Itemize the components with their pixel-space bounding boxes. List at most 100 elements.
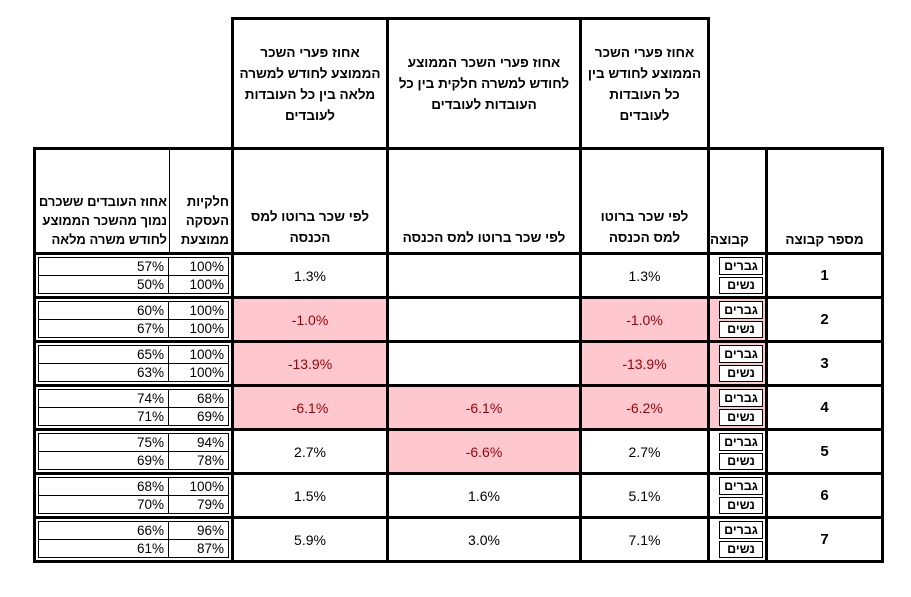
pct-below-avg-men-cell: 75% <box>39 434 168 451</box>
left-values-cell: 60% 100% 67% 100% <box>36 299 231 340</box>
parttime-men-cell: 68% <box>169 390 228 407</box>
gap-partial-position-cell <box>389 299 579 340</box>
group-number-cell: 3 <box>768 343 881 384</box>
subheader-gross-full: לפי שכר ברוטו למס הכנסה <box>234 150 386 252</box>
left-values-cell: 65% 100% 63% 100% <box>36 343 231 384</box>
left-values-grid: 75% 94% 69% 78% <box>38 433 229 470</box>
pct-below-avg-men-cell: 65% <box>39 346 168 363</box>
wage-gap-table: אחוז פערי השכר הממוצע לחודש למשרה מלאה ב… <box>33 17 884 563</box>
left-values-cell: 57% 100% 50% 100% <box>36 255 231 296</box>
subheader-gross-partial: לפי שכר ברוטו למס הכנסה <box>389 150 579 252</box>
gap-full-position-cell: -13.9% <box>234 343 386 384</box>
gender-labels-cell: גברים נשים <box>710 343 765 384</box>
gender-labels-cell: גברים נשים <box>710 431 765 472</box>
header-gap-full-title: אחוז פערי השכר הממוצע לחודש למשרה מלאה ב… <box>234 20 386 147</box>
gender-labels-cell: גברים נשים <box>710 299 765 340</box>
gap-partial-position-cell: 3.0% <box>389 519 579 560</box>
gap-full-position-cell: -6.1% <box>234 387 386 428</box>
gap-all-workers-cell: 7.1% <box>582 519 707 560</box>
gap-all-workers-cell: 1.3% <box>582 255 707 296</box>
header-gap-all-title: אחוז פערי השכר הממוצע לחודש בין כל העובד… <box>582 20 707 147</box>
subheader-gross-partial-text: לפי שכר ברוטו למס הכנסה <box>402 230 566 245</box>
group-row: 66% 96% 61% 87% 5.9% 3.0% 7.1% גברים נשי… <box>36 519 881 560</box>
gender-labels-cell: גברים נשים <box>710 255 765 296</box>
group-row: 74% 68% 71% 69% -6.1% -6.1% -6.2% גברים … <box>36 387 881 428</box>
pct-below-avg-men-cell: 68% <box>39 478 168 495</box>
pct-below-avg-men-cell: 60% <box>39 302 168 319</box>
gender-labels-cell: גברים נשים <box>710 475 765 516</box>
pct-below-avg-men-cell: 74% <box>39 390 168 407</box>
group-row: 65% 100% 63% 100% -13.9% -13.9% גברים נש… <box>36 343 881 384</box>
header-avg-parttime: חלקיות העסקה ממוצעת <box>180 194 229 247</box>
women-label: נשים <box>719 364 763 382</box>
gender-labels-cell: גברים נשים <box>710 387 765 428</box>
gap-full-position-cell: 1.5% <box>234 475 386 516</box>
men-label: גברים <box>719 433 763 451</box>
parttime-women-cell: 100% <box>169 276 228 293</box>
parttime-men-cell: 100% <box>169 478 228 495</box>
pct-below-avg-women-cell: 67% <box>39 320 168 337</box>
left-values-grid: 60% 100% 67% 100% <box>38 301 229 338</box>
men-label: גברים <box>719 389 763 407</box>
gap-headers-row: אחוז פערי השכר הממוצע לחודש למשרה מלאה ב… <box>231 17 710 147</box>
parttime-men-cell: 94% <box>169 434 228 451</box>
gap-full-position-cell: 5.9% <box>234 519 386 560</box>
group-row: 75% 94% 69% 78% 2.7% -6.6% 2.7% גברים נש… <box>36 431 881 472</box>
header-gap-partial-title: אחוז פערי השכר הממוצע לחודש למשרה חלקית … <box>389 20 579 147</box>
group-number-cell: 2 <box>768 299 881 340</box>
parttime-women-cell: 100% <box>169 320 228 337</box>
gap-full-position-cell: -1.0% <box>234 299 386 340</box>
left-values-grid: 65% 100% 63% 100% <box>38 345 229 382</box>
gender-labels-cell: גברים נשים <box>710 519 765 560</box>
subheader-gross-all: לפי שכר ברוטו למס הכנסה <box>582 150 707 252</box>
women-label: נשים <box>719 276 763 294</box>
pct-below-avg-women-cell: 63% <box>39 364 168 381</box>
left-values-grid: 66% 96% 61% 87% <box>38 521 229 558</box>
group-number-cell: 4 <box>768 387 881 428</box>
pct-below-avg-women-cell: 70% <box>39 496 168 513</box>
pct-below-avg-men-cell: 66% <box>39 522 168 539</box>
gap-full-position-cell: 1.3% <box>234 255 386 296</box>
women-label: נשים <box>719 320 763 338</box>
women-label: נשים <box>719 496 763 514</box>
parttime-women-cell: 87% <box>169 540 228 557</box>
men-label: גברים <box>719 345 763 363</box>
group-number-cell: 6 <box>768 475 881 516</box>
gap-partial-position-cell: -6.1% <box>389 387 579 428</box>
women-label: נשים <box>719 540 763 558</box>
gap-all-workers-cell: -6.2% <box>582 387 707 428</box>
group-row: 60% 100% 67% 100% -1.0% -1.0% גברים נשים… <box>36 299 881 340</box>
gap-full-position-cell: 2.7% <box>234 431 386 472</box>
gap-all-workers-cell: -1.0% <box>582 299 707 340</box>
gap-partial-position-cell <box>389 343 579 384</box>
pct-below-avg-women-cell: 61% <box>39 540 168 557</box>
left-values-cell: 75% 94% 69% 78% <box>36 431 231 472</box>
parttime-women-cell: 100% <box>169 364 228 381</box>
group-number-cell: 7 <box>768 519 881 560</box>
pct-below-avg-women-cell: 69% <box>39 452 168 469</box>
gap-all-workers-cell: 2.7% <box>582 431 707 472</box>
gap-partial-position-cell: -6.6% <box>389 431 579 472</box>
gap-partial-position-cell: 1.6% <box>389 475 579 516</box>
parttime-women-cell: 69% <box>169 408 228 425</box>
parttime-men-cell: 100% <box>169 302 228 319</box>
header-pct-below-avg: אחוז העובדים ששכרם נמוך מהשכר הממוצע לחו… <box>36 150 170 252</box>
left-values-cell: 74% 68% 71% 69% <box>36 387 231 428</box>
table-body: אחוז העובדים ששכרם נמוך מהשכר הממוצע לחו… <box>33 147 884 563</box>
men-label: גברים <box>719 257 763 275</box>
left-headers-cell: אחוז העובדים ששכרם נמוך מהשכר הממוצע לחו… <box>36 150 231 252</box>
sub-headers-row: אחוז העובדים ששכרם נמוך מהשכר הממוצע לחו… <box>36 150 881 252</box>
left-values-cell: 66% 96% 61% 87% <box>36 519 231 560</box>
parttime-men-cell: 96% <box>169 522 228 539</box>
parttime-men-cell: 100% <box>169 346 228 363</box>
parttime-women-cell: 78% <box>169 452 228 469</box>
gap-all-workers-cell: -13.9% <box>582 343 707 384</box>
group-row: 68% 100% 70% 79% 1.5% 1.6% 5.1% גברים נש… <box>36 475 881 516</box>
header-group-number: מספר קבוצה <box>768 150 881 252</box>
header-group: קבוצה <box>710 150 765 252</box>
men-label: גברים <box>719 301 763 319</box>
gap-all-workers-cell: 5.1% <box>582 475 707 516</box>
left-values-grid: 68% 100% 70% 79% <box>38 477 229 514</box>
men-label: גברים <box>719 521 763 539</box>
pct-below-avg-women-cell: 50% <box>39 276 168 293</box>
